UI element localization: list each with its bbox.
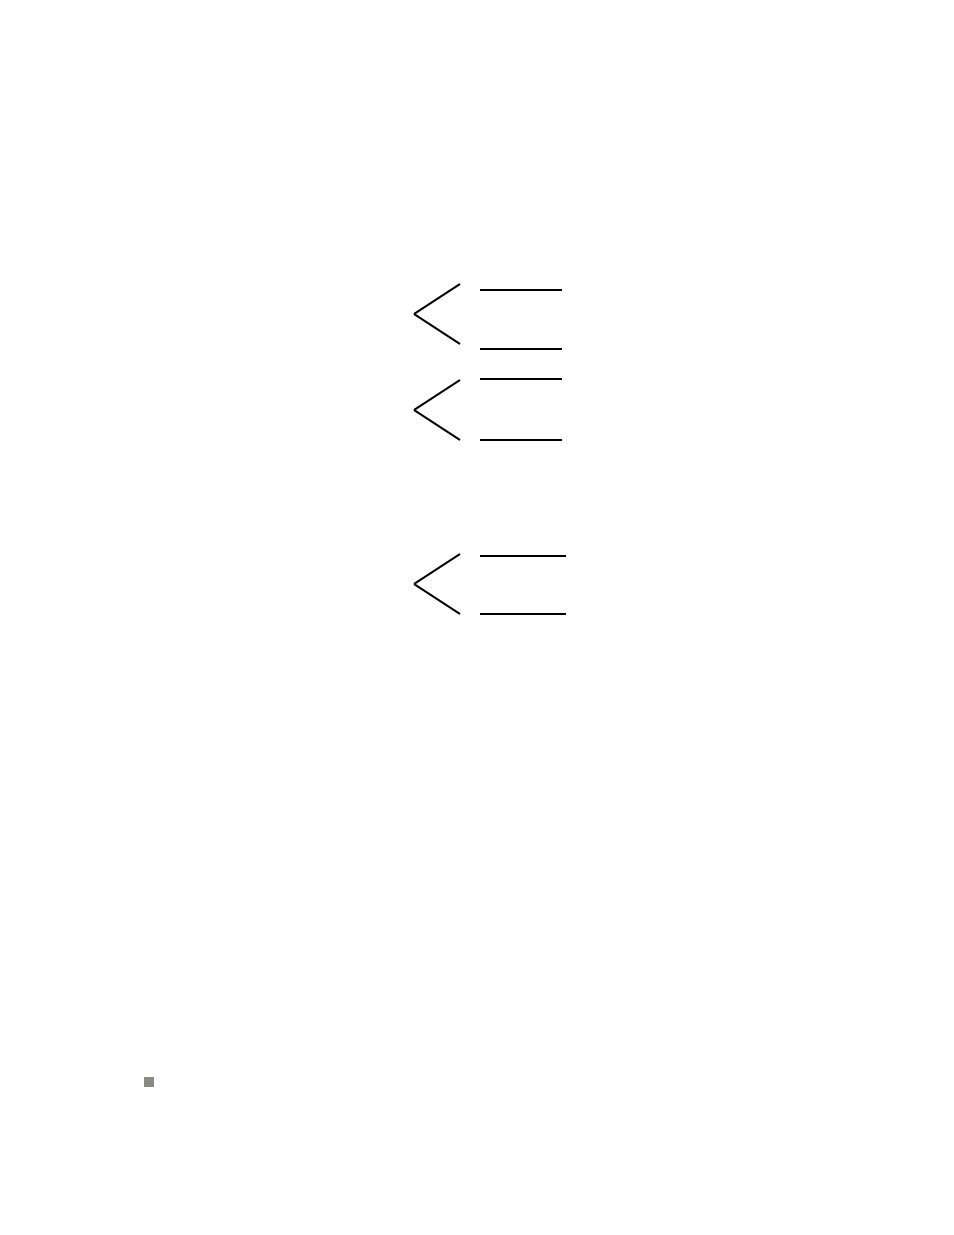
diagram-canvas	[0, 0, 954, 1235]
vee-1-bottom	[414, 410, 460, 440]
vee-1-top	[414, 380, 460, 410]
vee-0-top	[414, 284, 460, 314]
vee-2-top	[414, 554, 460, 584]
vee-0-bottom	[414, 314, 460, 344]
vee-2-bottom	[414, 584, 460, 614]
bullet-square	[144, 1077, 154, 1087]
